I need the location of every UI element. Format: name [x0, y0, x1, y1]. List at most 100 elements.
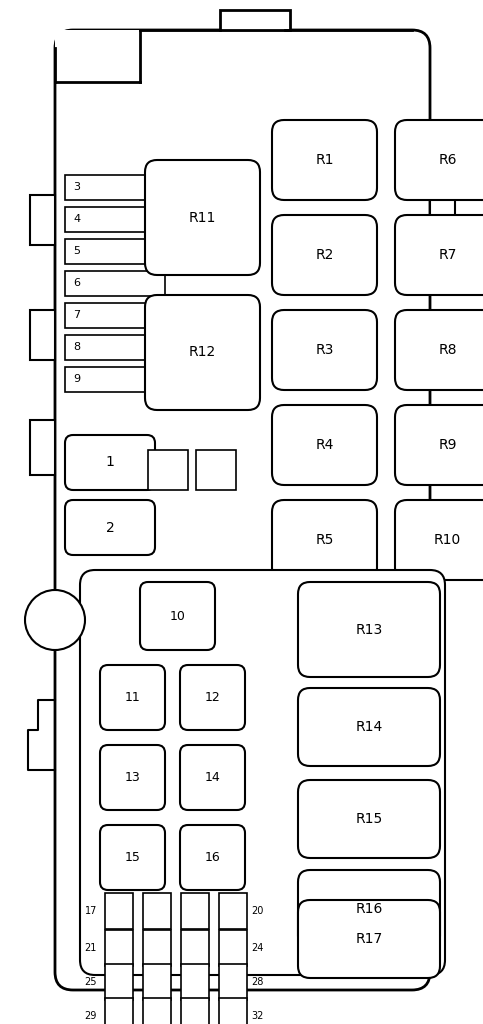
Bar	[220, 10, 290, 30]
FancyBboxPatch shape	[395, 310, 483, 390]
Text: R9: R9	[438, 438, 457, 452]
Text: R17: R17	[355, 932, 383, 946]
FancyBboxPatch shape	[272, 310, 377, 390]
Text: 16: 16	[205, 851, 220, 864]
Bar	[181, 893, 209, 929]
Bar	[148, 450, 188, 490]
FancyBboxPatch shape	[145, 160, 260, 275]
Bar	[219, 998, 247, 1024]
Text: R4: R4	[315, 438, 334, 452]
Bar	[219, 930, 247, 966]
Text: 17: 17	[85, 906, 97, 916]
Bar	[143, 998, 171, 1024]
FancyBboxPatch shape	[65, 435, 155, 490]
Bar	[143, 930, 171, 966]
Text: 14: 14	[205, 771, 220, 784]
FancyBboxPatch shape	[65, 500, 155, 555]
FancyBboxPatch shape	[140, 582, 215, 650]
Text: 10: 10	[170, 609, 185, 623]
FancyBboxPatch shape	[100, 825, 165, 890]
FancyBboxPatch shape	[298, 900, 440, 978]
Text: R12: R12	[189, 345, 216, 359]
FancyBboxPatch shape	[180, 745, 245, 810]
FancyBboxPatch shape	[395, 120, 483, 200]
Text: R14: R14	[355, 720, 383, 734]
Bar	[430, 195, 455, 250]
FancyBboxPatch shape	[395, 500, 483, 580]
Text: R10: R10	[434, 534, 461, 547]
FancyBboxPatch shape	[180, 665, 245, 730]
Text: 25: 25	[85, 977, 97, 987]
Text: 6: 6	[73, 279, 81, 289]
FancyBboxPatch shape	[180, 825, 245, 890]
Bar	[181, 964, 209, 1000]
Circle shape	[25, 590, 85, 650]
Text: R11: R11	[189, 211, 216, 224]
Text: 4: 4	[73, 214, 81, 224]
FancyBboxPatch shape	[272, 120, 377, 200]
Bar	[143, 964, 171, 1000]
Bar	[65, 335, 165, 360]
Bar	[65, 303, 165, 328]
Bar	[55, 30, 140, 82]
Bar	[65, 239, 165, 264]
Bar	[65, 271, 165, 296]
Text: R16: R16	[355, 902, 383, 916]
Bar	[181, 998, 209, 1024]
Text: R13: R13	[355, 623, 383, 637]
FancyBboxPatch shape	[80, 570, 445, 975]
Text: 7: 7	[73, 310, 81, 321]
Text: 8: 8	[73, 342, 81, 352]
Bar	[65, 207, 165, 232]
Text: 9: 9	[73, 375, 81, 384]
Bar	[30, 420, 55, 475]
Text: R1: R1	[315, 153, 334, 167]
Text: 5: 5	[73, 247, 81, 256]
FancyBboxPatch shape	[298, 582, 440, 677]
Text: R3: R3	[315, 343, 334, 357]
FancyBboxPatch shape	[272, 500, 377, 580]
Text: 20: 20	[251, 906, 263, 916]
Bar	[65, 175, 165, 200]
Text: R8: R8	[438, 343, 457, 357]
Text: R15: R15	[355, 812, 383, 826]
Text: 13: 13	[125, 771, 141, 784]
Bar	[65, 367, 165, 392]
Bar	[105, 998, 133, 1024]
FancyBboxPatch shape	[100, 665, 165, 730]
FancyBboxPatch shape	[272, 215, 377, 295]
Text: R6: R6	[438, 153, 457, 167]
Bar	[219, 964, 247, 1000]
FancyBboxPatch shape	[55, 30, 430, 990]
Text: 32: 32	[251, 1011, 263, 1021]
Bar	[196, 450, 236, 490]
FancyBboxPatch shape	[145, 295, 260, 410]
Text: R2: R2	[315, 248, 334, 262]
FancyBboxPatch shape	[298, 780, 440, 858]
Text: 2: 2	[106, 520, 114, 535]
Bar	[30, 310, 55, 360]
Bar	[219, 893, 247, 929]
Text: 24: 24	[251, 943, 263, 953]
FancyBboxPatch shape	[298, 870, 440, 948]
Bar	[181, 930, 209, 966]
Text: R5: R5	[315, 534, 334, 547]
Text: R7: R7	[438, 248, 457, 262]
Text: 15: 15	[125, 851, 141, 864]
Bar	[105, 964, 133, 1000]
Bar	[143, 893, 171, 929]
Text: 1: 1	[106, 456, 114, 469]
Text: 21: 21	[85, 943, 97, 953]
Bar	[30, 195, 55, 245]
Text: 12: 12	[205, 691, 220, 705]
Bar	[105, 893, 133, 929]
FancyBboxPatch shape	[100, 745, 165, 810]
FancyBboxPatch shape	[298, 688, 440, 766]
Bar	[105, 930, 133, 966]
Text: 29: 29	[85, 1011, 97, 1021]
FancyBboxPatch shape	[272, 406, 377, 485]
FancyBboxPatch shape	[395, 406, 483, 485]
Text: 28: 28	[251, 977, 263, 987]
FancyBboxPatch shape	[395, 215, 483, 295]
Text: 3: 3	[73, 182, 81, 193]
